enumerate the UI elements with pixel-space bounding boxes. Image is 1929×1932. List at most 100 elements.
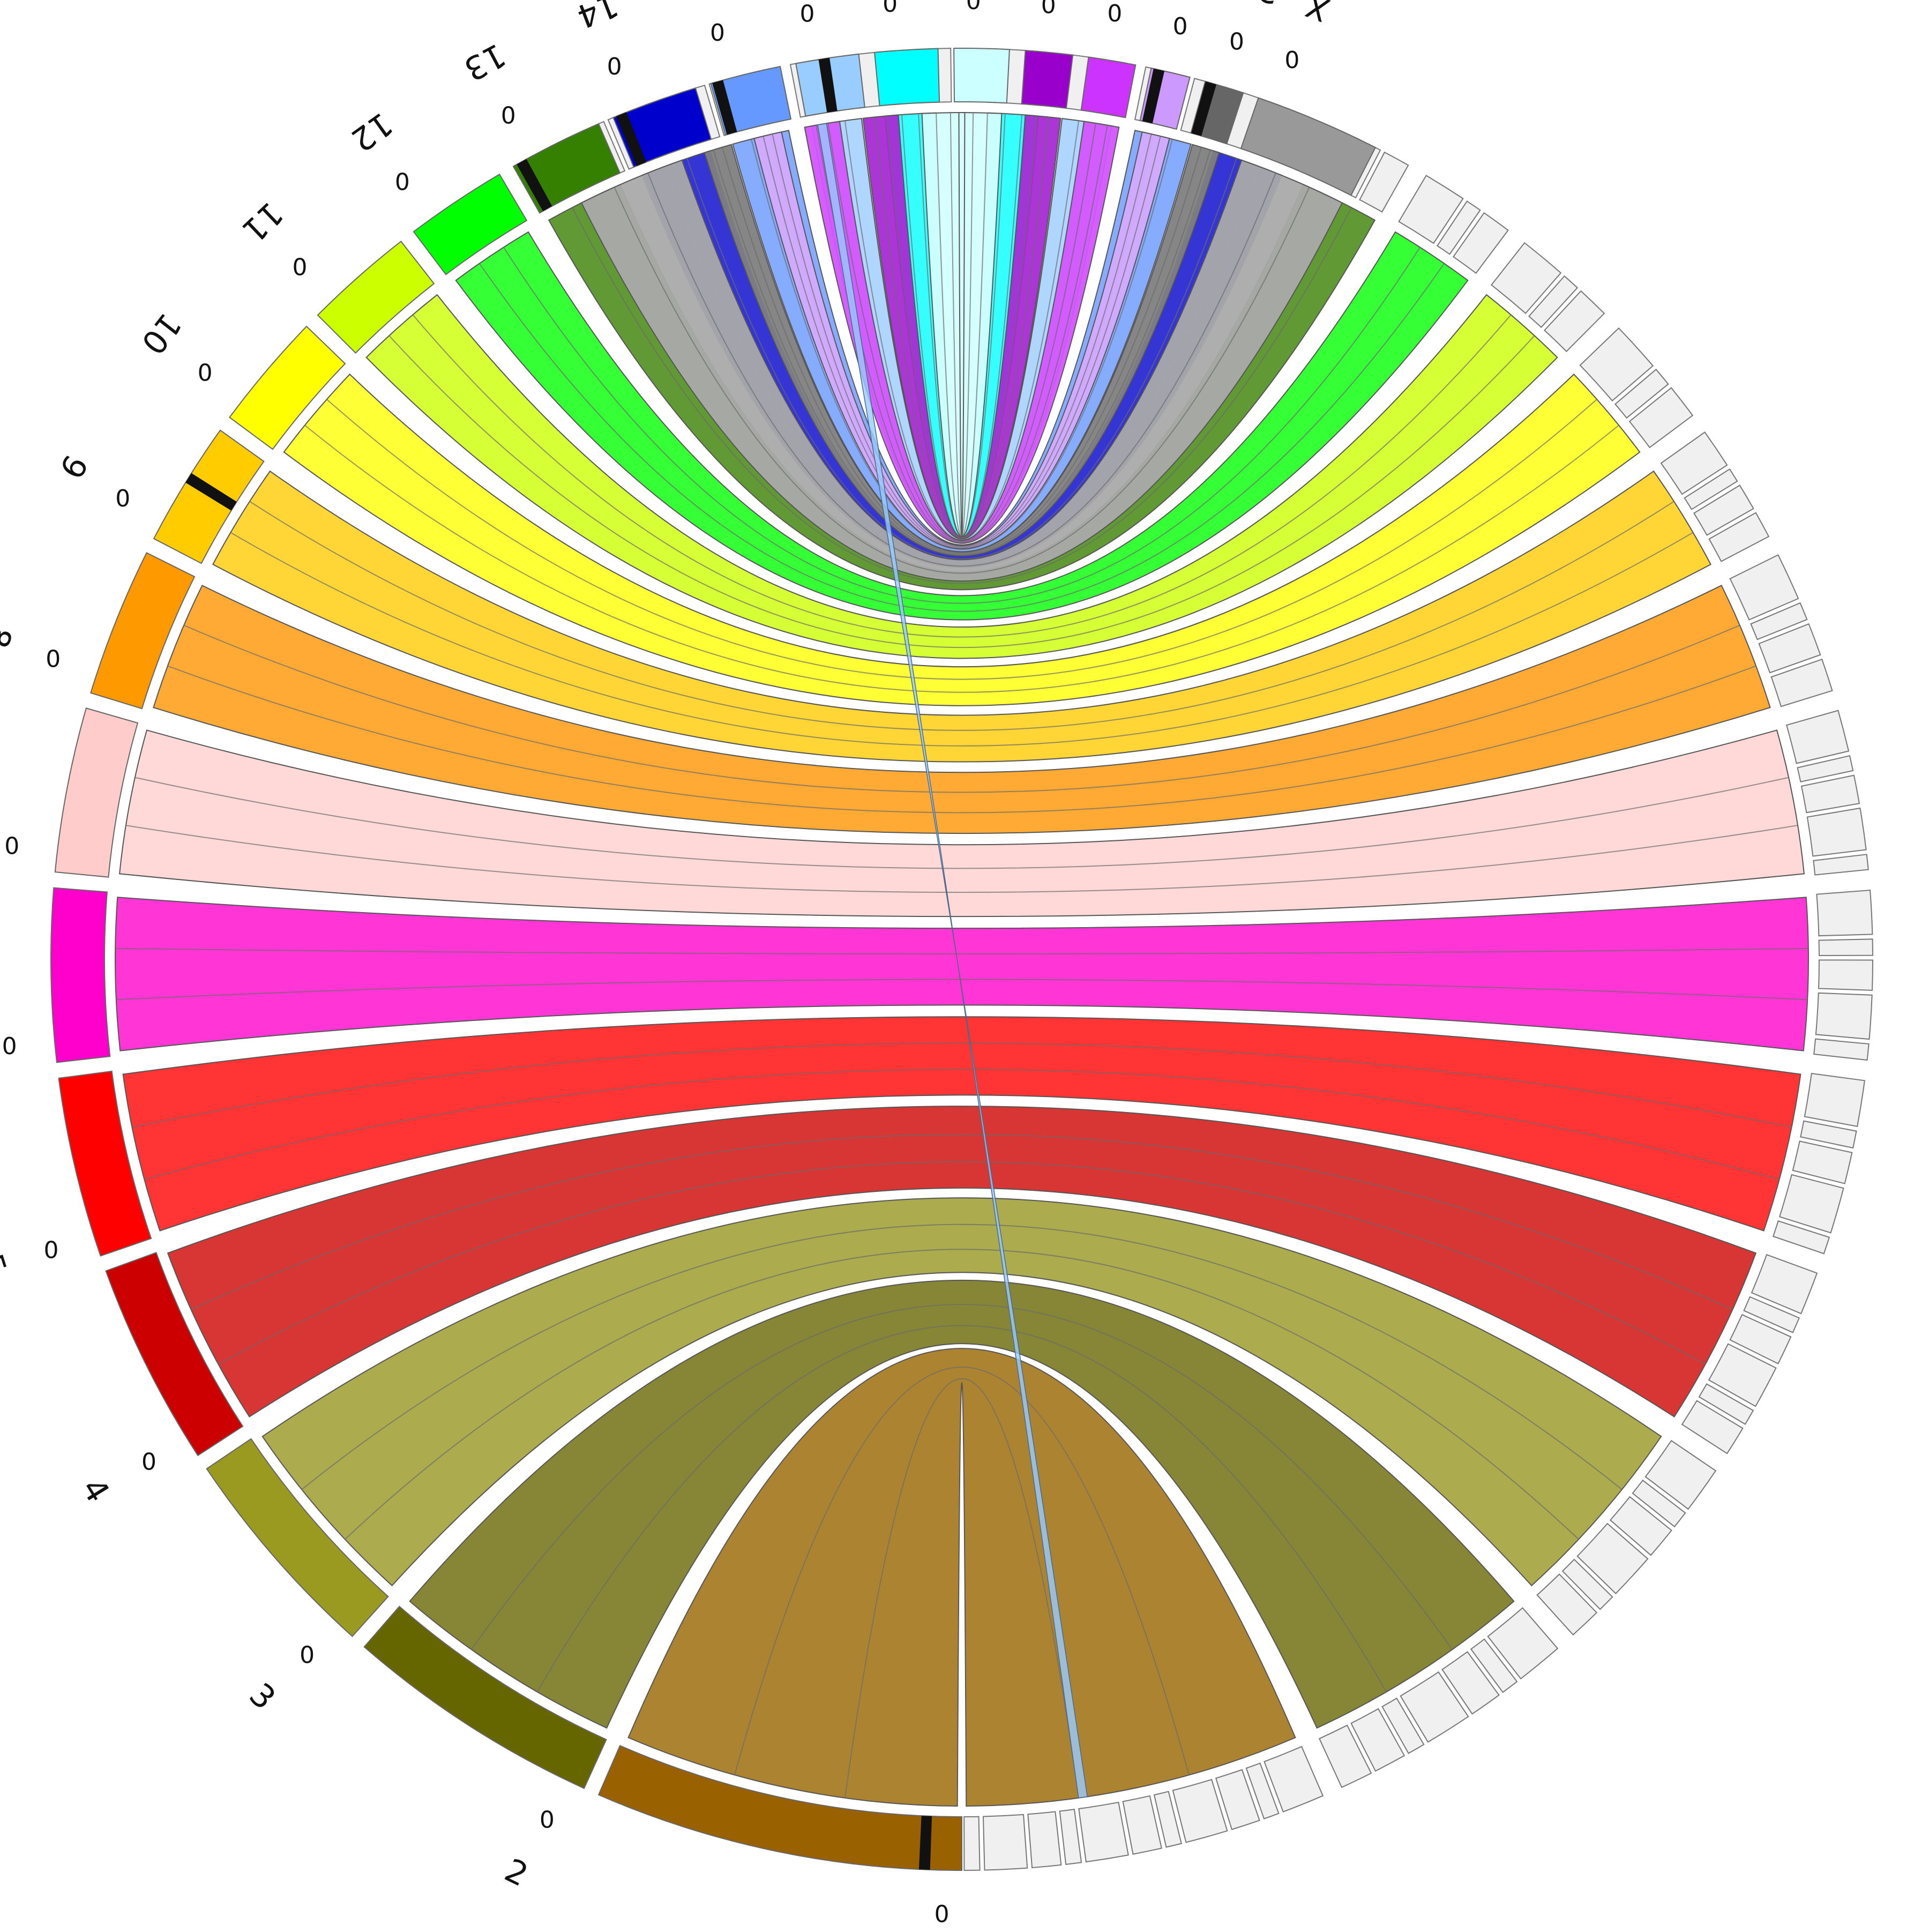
target-segment-6-0[interactable] — [1816, 889, 1873, 937]
target-segment-8-2[interactable] — [1758, 623, 1821, 674]
chromosome-segment-2[interactable] — [363, 1606, 607, 1789]
target-segment-1-4[interactable] — [1153, 1791, 1183, 1848]
chromosome-tick-3: 0 — [300, 1642, 315, 1669]
target-segment-4-3[interactable] — [1708, 1343, 1777, 1407]
chromosome-label-8: 8 — [0, 621, 19, 652]
target-segment-1-10[interactable] — [963, 1816, 981, 1871]
target-segment-11-2[interactable] — [1544, 290, 1605, 353]
chromosome-tick-13: 0 — [501, 102, 516, 129]
chromosome-segment-6[interactable] — [50, 887, 111, 1063]
link-subband-1-2 — [734, 1367, 1190, 1776]
target-segment-10-2[interactable] — [1628, 387, 1694, 449]
target-segment-6-2[interactable] — [1818, 959, 1874, 991]
target-segment-10-0[interactable] — [1579, 327, 1654, 402]
target-segment-7-1[interactable] — [1797, 755, 1854, 782]
target-segment-12-0[interactable] — [1398, 175, 1464, 244]
target-segment-5-1[interactable] — [1800, 1120, 1857, 1149]
link-ribbon-2 — [409, 1280, 1515, 1729]
target-segment-3-2[interactable] — [1609, 1496, 1672, 1556]
target-segment-11-0[interactable] — [1490, 242, 1562, 315]
target-segment-9-3[interactable] — [1708, 512, 1770, 562]
chromosome-tick-4: 0 — [141, 1449, 156, 1476]
chromosome-segment-8[interactable] — [90, 552, 196, 710]
link-ribbon-7 — [118, 729, 1805, 917]
target-segment-9-1[interactable] — [1684, 468, 1738, 510]
target-segment-13-2[interactable] — [1359, 151, 1409, 213]
target-segment-7-2[interactable] — [1800, 774, 1860, 814]
chromosome-segment-19[interactable] — [1021, 50, 1074, 109]
chromosome-segment-7[interactable] — [54, 707, 139, 878]
chromosome-segment-3[interactable] — [206, 1438, 389, 1637]
target-segment-4-1[interactable] — [1743, 1296, 1800, 1333]
chromosome-segment-X[interactable] — [1240, 97, 1377, 196]
chromosome-tick-5: 0 — [43, 1237, 58, 1264]
target-segment-12-2[interactable] — [1452, 212, 1509, 274]
target-segment-7-3[interactable] — [1806, 807, 1867, 857]
target-segment-3-0[interactable] — [1644, 1439, 1717, 1510]
target-segment-1-8[interactable] — [1027, 1811, 1062, 1869]
chromosome-label-3: 3 — [242, 1676, 283, 1717]
target-segment-3-1[interactable] — [1632, 1479, 1686, 1528]
chromosome-segment-4[interactable] — [105, 1251, 244, 1457]
target-segment-3-5[interactable] — [1536, 1573, 1598, 1636]
target-segment-6-3[interactable] — [1815, 992, 1873, 1040]
target-segment-4-2[interactable] — [1729, 1314, 1792, 1364]
target-segment-5-2[interactable] — [1792, 1140, 1853, 1184]
target-segment-2-1[interactable] — [1470, 1638, 1518, 1694]
chromosome-segment-20[interactable] — [1080, 56, 1137, 118]
target-segment-6-1[interactable] — [1818, 938, 1873, 957]
target-segment-7-4[interactable] — [1813, 854, 1869, 876]
target-segment-1-6[interactable] — [1078, 1801, 1129, 1863]
target-segment-10-1[interactable] — [1614, 368, 1669, 419]
chromosome-segment-18[interactable] — [953, 48, 1011, 104]
target-segment-1-1[interactable] — [1245, 1762, 1280, 1819]
target-segment-5-4[interactable] — [1772, 1220, 1830, 1255]
target-segment-2-5[interactable] — [1350, 1708, 1405, 1772]
target-segment-1-9[interactable] — [982, 1814, 1028, 1871]
target-segment-4-5[interactable] — [1681, 1400, 1744, 1454]
link-ribbon-11 — [365, 294, 1558, 659]
target-segment-6-4[interactable] — [1813, 1038, 1870, 1061]
target-segment-9-2[interactable] — [1693, 484, 1754, 536]
target-segment-9-0[interactable] — [1660, 431, 1728, 495]
target-segment-2-2[interactable] — [1441, 1651, 1500, 1715]
chromosome-segment-12[interactable] — [413, 173, 528, 275]
target-segment-1-7[interactable] — [1059, 1809, 1082, 1865]
target-segment-4-0[interactable] — [1751, 1254, 1818, 1315]
target-segment-1-5[interactable] — [1122, 1795, 1163, 1855]
chromosome-segment-17[interactable] — [873, 48, 940, 107]
target-segment-5-3[interactable] — [1778, 1174, 1844, 1234]
link-ribbon-X — [580, 159, 1343, 581]
target-segment-2-4[interactable] — [1381, 1697, 1425, 1754]
chromosome-tick-12: 0 — [395, 168, 410, 196]
chromosome-segment-1[interactable] — [597, 1744, 962, 1871]
target-segment-5-0[interactable] — [1804, 1072, 1865, 1128]
chromosome-tick-7: 0 — [4, 833, 19, 860]
link-ribbon-5 — [122, 1016, 1801, 1232]
target-segment-2-6[interactable] — [1318, 1724, 1372, 1788]
chromosome-segment-10[interactable] — [229, 325, 346, 450]
target-segment-1-2[interactable] — [1215, 1769, 1260, 1830]
target-segment-4-4[interactable] — [1698, 1383, 1754, 1425]
target-segment-12-1[interactable] — [1436, 200, 1481, 255]
chromosome-tick-11: 0 — [293, 254, 308, 281]
target-segment-11-1[interactable] — [1528, 275, 1579, 329]
chromosome-segment-11[interactable] — [317, 240, 435, 354]
target-segment-3-3[interactable] — [1576, 1523, 1649, 1594]
target-segment-8-3[interactable] — [1770, 658, 1833, 707]
target-segment-7-0[interactable] — [1785, 710, 1850, 764]
chromosome-label-11: 11 — [235, 195, 290, 250]
chromosome-segment-5[interactable] — [58, 1070, 152, 1257]
link-subband-5-2 — [132, 1042, 1792, 1128]
target-segment-3-4[interactable] — [1561, 1558, 1613, 1610]
link-subband-7-2 — [134, 777, 1789, 869]
link-subband-6-1 — [116, 979, 1808, 1001]
target-segment-1-3[interactable] — [1172, 1779, 1228, 1843]
target-segment-1-0[interactable] — [1263, 1745, 1324, 1812]
target-segment-8-0[interactable] — [1729, 554, 1799, 621]
link-ribbon-19 — [862, 114, 1061, 540]
chromosome-tick-2: 0 — [540, 1806, 555, 1833]
target-segment-2-3[interactable] — [1400, 1671, 1469, 1743]
target-segment-2-0[interactable] — [1487, 1607, 1559, 1680]
target-segment-8-1[interactable] — [1750, 602, 1808, 640]
